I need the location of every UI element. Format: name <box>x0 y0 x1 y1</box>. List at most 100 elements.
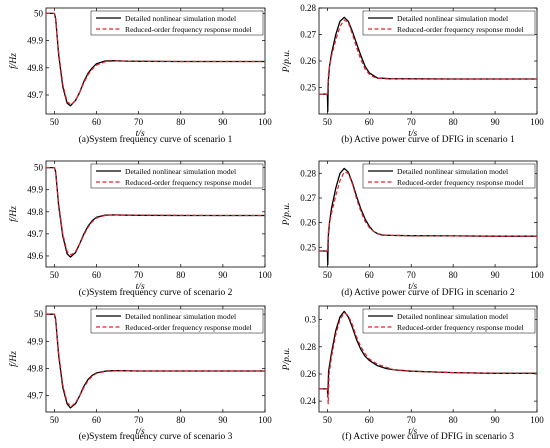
legend-box <box>90 308 264 334</box>
x-tick-label: 80 <box>449 117 459 127</box>
legend: Detailed nonlinear simulation model Reduc… <box>90 10 264 36</box>
y-tick-label: 0.27 <box>300 193 316 203</box>
x-tick-label: 60 <box>365 415 375 425</box>
legend-label-reduced: Reduced-order frequency response model <box>397 178 524 187</box>
y-axis-label: f/Hz <box>8 206 19 222</box>
x-tick-label: 90 <box>491 415 501 425</box>
x-tick-label: 70 <box>407 415 417 425</box>
panel-caption: (c)System frequency curve of scenario 2 <box>79 287 233 298</box>
x-tick-label: 90 <box>491 117 501 127</box>
panel-caption: (d) Active power curve of DFIG in scenar… <box>341 287 515 298</box>
legend: Detailed nonlinear simulation model Reduc… <box>362 10 536 36</box>
x-tick-label: 60 <box>92 415 102 425</box>
x-tick-label: 90 <box>218 415 228 425</box>
y-tick-label: 0.25 <box>300 83 316 93</box>
y-tick-label: 0.24 <box>300 396 316 406</box>
x-tick-label: 50 <box>50 415 60 425</box>
y-axis-label: f/Hz <box>8 351 19 367</box>
x-axis-label: t/s <box>136 129 145 139</box>
legend-label-detailed: Detailed nonlinear simulation model <box>397 167 508 176</box>
series-line-detailed <box>319 16 537 112</box>
y-tick-label: 50 <box>34 309 44 319</box>
x-tick-label: 80 <box>449 270 459 280</box>
y-tick-label: 0.28 <box>300 3 316 13</box>
x-tick-label: 50 <box>323 415 333 425</box>
legend-label-reduced: Reduced-order frequency response model <box>397 25 524 34</box>
legend: Detailed nonlinear simulation model Reduc… <box>362 163 536 189</box>
x-tick-label: 80 <box>449 415 459 425</box>
x-tick-label: 90 <box>491 270 501 280</box>
panel-caption: (e)System frequency curve of scenario 3 <box>79 431 233 442</box>
chart-panel-5: 50 60 70 80 90 100 49.7 49.8 49.9 50 Detailed nonl… <box>8 305 272 442</box>
x-tick-label: 50 <box>50 117 60 127</box>
x-axis-label: t/s <box>136 427 145 437</box>
legend-label-detailed: Detailed nonlinear simulation model <box>125 14 236 23</box>
x-tick-label: 60 <box>365 270 375 280</box>
legend: Detailed nonlinear simulation model Reduc… <box>90 163 264 189</box>
x-tick-label: 100 <box>530 415 544 425</box>
y-tick-label: 50 <box>34 8 44 18</box>
x-tick-label: 60 <box>365 117 375 127</box>
y-tick-label: 0.28 <box>300 342 316 352</box>
series-line-reduced <box>46 313 265 408</box>
y-tick-label: 49.7 <box>27 391 43 401</box>
x-tick-label: 100 <box>258 117 272 127</box>
y-tick-label: 0.26 <box>300 218 316 228</box>
y-tick-label: 0.27 <box>300 30 316 40</box>
y-tick-label: 49.8 <box>27 63 43 73</box>
y-tick-label: 49.8 <box>27 364 43 374</box>
y-axis-label: P/p.u. <box>282 203 292 227</box>
y-axis-label: P/p.u. <box>282 50 292 74</box>
x-axis-label: t/s <box>136 282 145 292</box>
series-line-reduced <box>319 19 537 95</box>
x-tick-label: 60 <box>92 270 102 280</box>
legend-box <box>362 10 536 36</box>
y-tick-label: 0.25 <box>300 242 316 252</box>
legend: Detailed nonlinear simulation model Reduc… <box>362 308 536 334</box>
y-axis-label: P/p.u. <box>282 348 292 372</box>
y-tick-label: 0.28 <box>300 168 316 178</box>
chart-panel-3: 50 60 70 80 90 100 49.6 49.7 49.8 49.9 50 Detailed … <box>8 160 272 298</box>
legend-box <box>90 163 264 189</box>
x-tick-label: 100 <box>530 117 544 127</box>
panel-caption: (f) Active power curve of DFIG in scenar… <box>342 431 514 442</box>
y-tick-label: 49.7 <box>27 90 43 100</box>
legend-box <box>90 10 264 36</box>
legend-label-detailed: Detailed nonlinear simulation model <box>397 312 508 321</box>
chart-panel-2: 50 60 70 80 90 100 0.25 0.26 0.27 0.28 Detailed no… <box>282 3 544 145</box>
series-line-reduced <box>319 171 537 252</box>
x-tick-label: 70 <box>134 270 144 280</box>
x-tick-label: 50 <box>323 270 333 280</box>
y-tick-label: 49.9 <box>27 36 43 46</box>
legend-label-reduced: Reduced-order frequency response model <box>125 323 252 332</box>
legend-box <box>362 308 536 334</box>
chart-panel-6: 50 60 70 80 90 100 0.24 0.26 0.28 0.3 Detailed non… <box>282 305 544 442</box>
y-axis-label: f/Hz <box>8 53 19 69</box>
legend-label-reduced: Reduced-order frequency response model <box>125 25 252 34</box>
y-tick-label: 49.9 <box>27 336 43 346</box>
panel-caption: (b) Active power curve of DFIG in scenar… <box>341 134 515 145</box>
x-tick-label: 50 <box>323 117 333 127</box>
y-tick-label: 49.6 <box>27 251 43 261</box>
series-line-reduced <box>46 167 265 256</box>
x-tick-label: 60 <box>92 117 102 127</box>
x-tick-label: 90 <box>218 117 228 127</box>
y-tick-label: 0.26 <box>300 56 316 66</box>
legend-label-detailed: Detailed nonlinear simulation model <box>125 312 236 321</box>
x-axis-label: t/s <box>408 282 417 292</box>
x-tick-label: 70 <box>407 270 417 280</box>
legend-label-reduced: Reduced-order frequency response model <box>397 323 524 332</box>
y-tick-label: 0.26 <box>300 369 316 379</box>
y-tick-label: 49.8 <box>27 207 43 217</box>
chart-panel-1: 50 60 70 80 90 100 49.7 49.8 49.9 50 Detailed nonl… <box>8 7 272 145</box>
x-tick-label: 70 <box>134 415 144 425</box>
y-tick-label: 50 <box>34 163 44 173</box>
x-tick-label: 80 <box>176 117 186 127</box>
legend-label-detailed: Detailed nonlinear simulation model <box>125 167 236 176</box>
legend: Detailed nonlinear simulation model Reduc… <box>90 308 264 334</box>
legend-label-detailed: Detailed nonlinear simulation model <box>397 14 508 23</box>
legend-box <box>362 163 536 189</box>
x-tick-label: 80 <box>176 270 186 280</box>
y-tick-label: 49.9 <box>27 185 43 195</box>
